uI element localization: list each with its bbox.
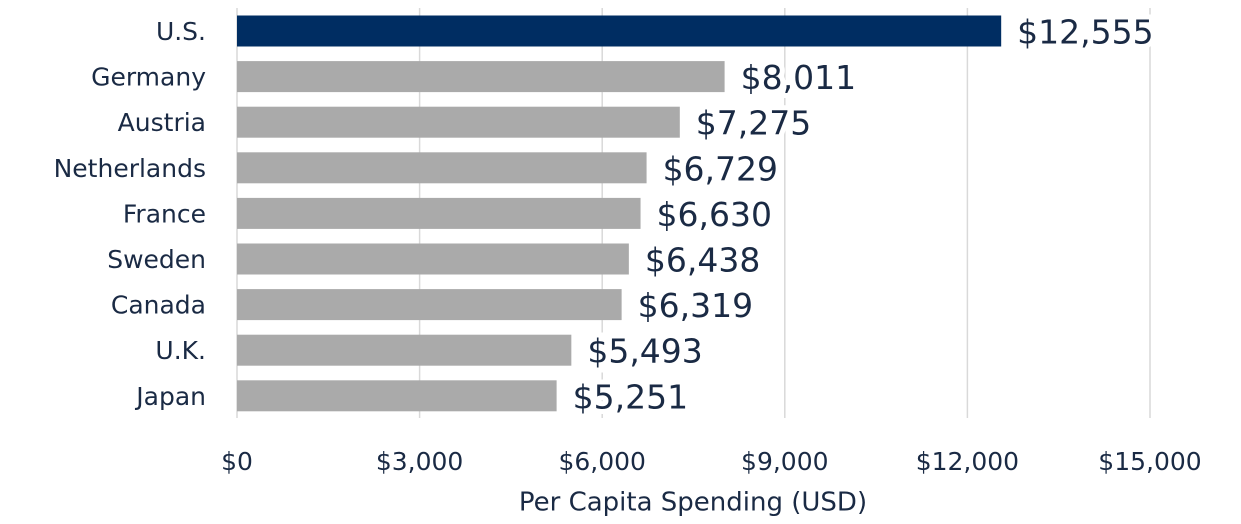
- x-tick-label: $9,000: [741, 447, 828, 476]
- bar: [237, 106, 680, 138]
- value-label: $7,275: [696, 104, 811, 143]
- y-tick-label: U.K.: [155, 336, 206, 365]
- bar: [237, 289, 622, 321]
- y-tick-label: U.S.: [156, 17, 206, 46]
- value-label: $6,319: [638, 286, 753, 325]
- x-tick-label: $6,000: [558, 447, 645, 476]
- bar: [237, 15, 1002, 47]
- x-tick-label: $3,000: [376, 447, 463, 476]
- value-label: $6,438: [645, 241, 760, 280]
- value-label: $12,555: [1017, 13, 1153, 52]
- bar: [237, 380, 557, 412]
- value-label: $6,729: [663, 149, 778, 188]
- y-tick-label: Japan: [134, 382, 206, 411]
- x-axis-label: Per Capita Spending (USD): [519, 488, 867, 518]
- y-tick-label: Canada: [111, 291, 206, 320]
- bar: [237, 334, 572, 366]
- x-tick-label: $15,000: [1098, 447, 1201, 476]
- y-tick-label: Austria: [118, 108, 206, 137]
- value-label: $6,630: [657, 195, 772, 234]
- y-tick-label: Sweden: [107, 245, 206, 274]
- bar: [237, 243, 629, 275]
- bar: [237, 152, 647, 184]
- y-tick-label: Germany: [91, 63, 206, 92]
- x-tick-label: $0: [221, 447, 253, 476]
- y-tick-label: France: [123, 199, 206, 228]
- value-label: $5,251: [573, 377, 688, 416]
- value-label: $5,493: [587, 332, 702, 371]
- x-tick-label: $12,000: [916, 447, 1019, 476]
- value-label: $8,011: [741, 58, 856, 97]
- y-tick-label: Netherlands: [54, 154, 206, 183]
- bar: [237, 61, 725, 93]
- bar: [237, 197, 641, 229]
